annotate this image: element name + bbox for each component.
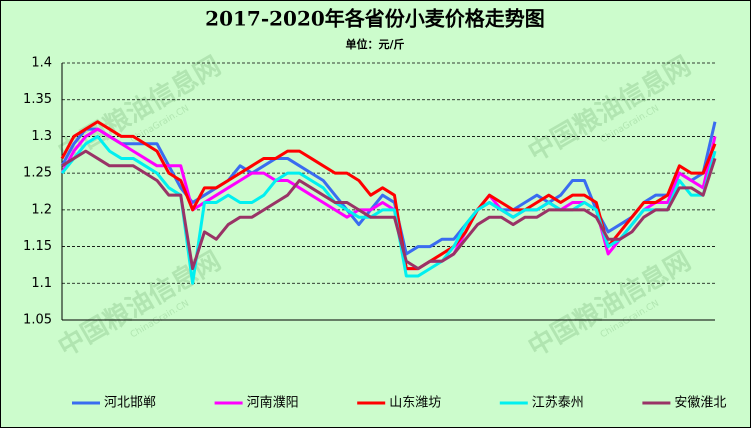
legend-label: 河南濮阳: [247, 395, 299, 411]
y-tick-label: 1.2: [31, 202, 52, 217]
legend-label: 江苏泰州: [532, 395, 584, 411]
series-line: [60, 134, 717, 285]
y-tick-label: 1.25: [23, 166, 52, 181]
series-line: [60, 127, 717, 271]
y-tick-label: 1.05: [23, 313, 52, 328]
chart-subtitle: 单位：元/斤: [345, 37, 404, 51]
y-tick-label: 1.4: [31, 56, 52, 71]
legend-label: 山东潍坊: [389, 396, 441, 411]
series-line: [61, 149, 717, 271]
y-tick-label: 1.15: [23, 239, 52, 254]
legend-label: 河北邯郸: [104, 396, 156, 411]
y-tick-label: 1.1: [31, 276, 52, 291]
series-line: [60, 121, 717, 256]
legend-label: 安徽淮北: [674, 396, 726, 411]
y-tick-label: 1.35: [23, 92, 52, 107]
y-tick-label: 1.3: [31, 129, 52, 144]
chart-title: 2017-2020年各省份小麦价格走势图: [205, 7, 545, 31]
